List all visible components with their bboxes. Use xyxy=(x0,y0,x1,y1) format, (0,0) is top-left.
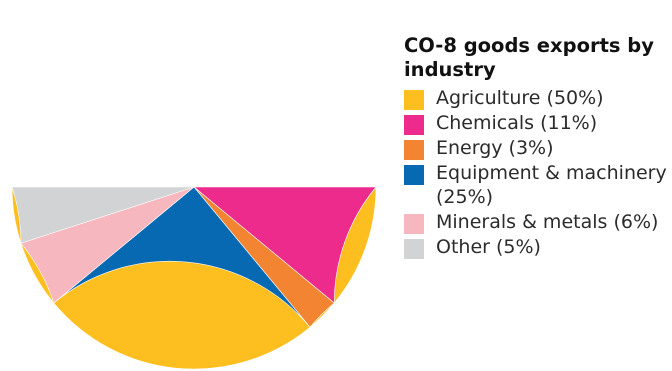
pie-chart xyxy=(11,186,377,370)
legend-swatch xyxy=(404,239,424,259)
legend-item: Minerals & metals (6%) xyxy=(404,210,668,234)
legend-item: Chemicals (11%) xyxy=(404,111,668,135)
legend-label: Energy (3%) xyxy=(436,137,554,159)
legend-item: Agriculture (50%) xyxy=(404,86,668,110)
legend-item: Equipment & machinery (25%) xyxy=(404,161,668,209)
pie-slice-3 xyxy=(53,186,311,328)
chart-title: CO-8 goods exports by industry xyxy=(404,34,654,81)
legend-item: Energy (3%) xyxy=(404,136,668,160)
pie-slice-5 xyxy=(11,186,195,244)
legend-swatch xyxy=(404,115,424,135)
legend-label: Agriculture (50%) xyxy=(436,87,604,109)
legend-swatch xyxy=(404,90,424,110)
legend-swatch xyxy=(404,165,424,185)
legend-list: Agriculture (50%) Chemicals (11%) Energy (… xyxy=(404,86,668,259)
pie-slice-1 xyxy=(193,186,377,304)
legend-label: Other (5%) xyxy=(436,236,541,258)
legend: CO-8 goods exports by industry Agricultu… xyxy=(404,34,668,260)
legend-swatch xyxy=(404,214,424,234)
legend-swatch xyxy=(404,140,424,160)
legend-item: Other (5%) xyxy=(404,235,668,259)
legend-label: Minerals & metals (6%) xyxy=(436,211,659,233)
legend-label: Chemicals (11%) xyxy=(436,112,598,134)
legend-label: Equipment & machinery (25%) xyxy=(436,162,667,208)
